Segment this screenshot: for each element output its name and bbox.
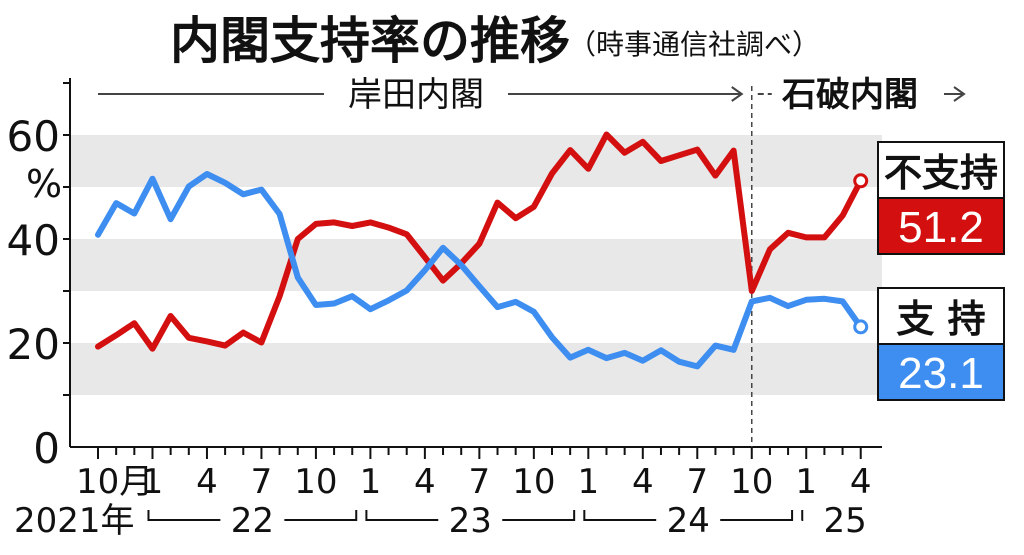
legend-value: 51.2 [898, 203, 984, 252]
x-tick-label: 1 [795, 462, 817, 502]
y-unit-label: % [26, 162, 62, 206]
y-ticks: 0 20 40 60% [7, 112, 63, 473]
axes [63, 78, 882, 448]
era-arrow [953, 86, 966, 102]
grid-band [70, 135, 882, 187]
x-tick-label: 7 [686, 462, 708, 502]
year-bracket [147, 510, 221, 521]
x-tick-label: 4 [850, 462, 872, 502]
x-tick-label: 10 [512, 462, 555, 502]
grid-band [70, 343, 882, 395]
year-bracket [502, 510, 576, 521]
y-tick-label: 20 [7, 320, 60, 369]
series-line-disapproval [95, 131, 864, 352]
legend-label: 支 持 [896, 297, 985, 341]
series-end-marker [853, 173, 869, 189]
x-tick-label: 1 [142, 462, 164, 502]
year-label: 23 [449, 501, 492, 541]
x-tick-label: 4 [414, 462, 436, 502]
y-tick-label: 0 [33, 424, 60, 473]
era-label: 岸田内閣 [348, 75, 484, 115]
x-tick-label: 7 [251, 462, 273, 502]
y-tick-label: 40 [7, 216, 60, 265]
year-labels: 2021年 22 23 24 25 [14, 501, 867, 541]
year-label: 2021年 [14, 501, 135, 541]
chart-source: （時事通信社調べ） [568, 28, 820, 61]
year-label: 22 [231, 501, 274, 541]
x-tick-label: 7 [469, 462, 491, 502]
legend-label: 不支持 [884, 151, 998, 195]
year-bracket [284, 510, 358, 521]
year-bracket [801, 510, 804, 521]
legend-value: 23.1 [898, 349, 984, 398]
legend-value-box [877, 343, 1005, 401]
x-tick-label: 4 [196, 462, 218, 502]
x-tick-label: 10 [730, 462, 773, 502]
x-tick-label: 1 [360, 462, 382, 502]
era-labels: 岸田内閣 石破内閣 [98, 75, 966, 447]
series-lines [95, 131, 869, 370]
x-tick-label: 4 [632, 462, 654, 502]
year-bracket [365, 510, 439, 521]
year-bracket [720, 510, 794, 521]
x-tick-label: 10月 [76, 462, 153, 502]
series-line-approval [95, 171, 864, 370]
x-tick-label: 10 [294, 462, 337, 502]
year-label: 24 [667, 501, 710, 541]
chart-title: 内閣支持率の推移 [170, 12, 570, 70]
x-tick-label: 1 [577, 462, 599, 502]
y-tick-label: 60 [7, 112, 60, 161]
legend-value-box [877, 197, 1005, 255]
series-end-marker [853, 319, 869, 335]
year-bracket [583, 510, 657, 521]
year-label: 25 [823, 501, 866, 541]
legend: 不支持 51.2 支 持 23.1 [877, 141, 1005, 401]
era-arrow [731, 86, 744, 102]
era-label: 石破内閣 [781, 75, 918, 115]
